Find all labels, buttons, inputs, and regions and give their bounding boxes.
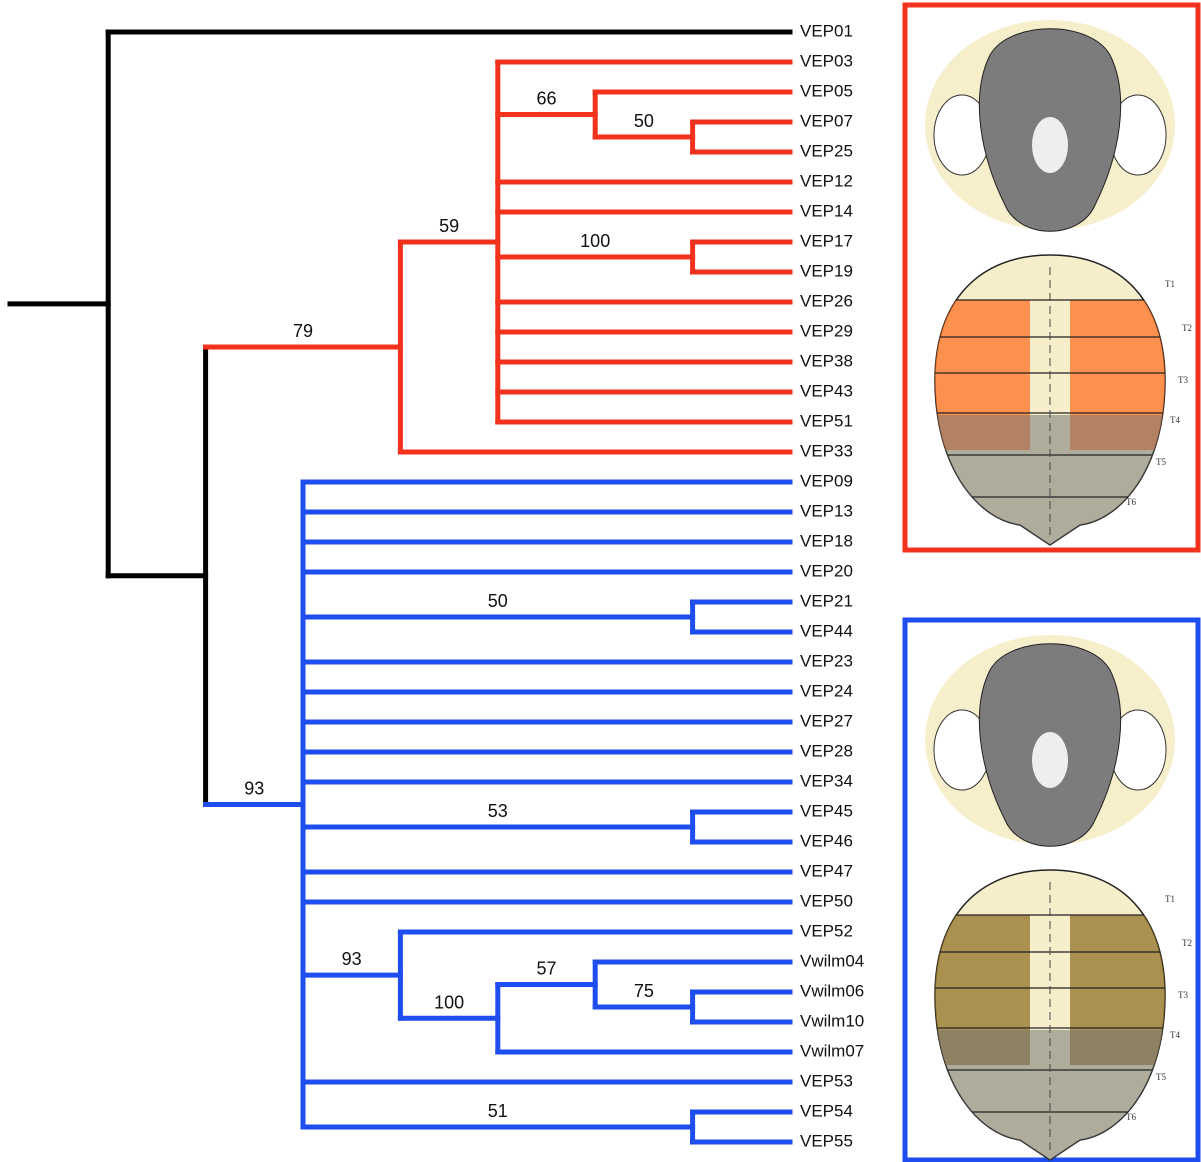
taxon-label: VEP20 bbox=[800, 561, 853, 580]
segment-label: T2 bbox=[1182, 323, 1192, 333]
scutum-spot bbox=[1032, 732, 1068, 788]
support-value: 93 bbox=[342, 949, 362, 969]
bee-figure: T1 T2 T3 T4 T5 T6 bbox=[905, 5, 1198, 550]
segment-label: T4 bbox=[1170, 1030, 1180, 1040]
support-value: 59 bbox=[439, 216, 459, 236]
support-value: 100 bbox=[434, 992, 464, 1012]
segment-label: T2 bbox=[1182, 938, 1192, 948]
taxon-label: VEP45 bbox=[800, 801, 853, 820]
taxon-label: VEP19 bbox=[800, 261, 853, 280]
taxon-label: VEP52 bbox=[800, 921, 853, 940]
taxon-label: Vwilm06 bbox=[800, 981, 864, 1000]
segment-label: T1 bbox=[1165, 279, 1175, 289]
taxon-label: VEP38 bbox=[800, 351, 853, 370]
taxon-label: VEP13 bbox=[800, 501, 853, 520]
tree: VEP01 79 59 VEP03 66 VEP05 50 VEP07 VEP25 VEP12 VE… bbox=[10, 21, 864, 1150]
taxon-label: Vwilm07 bbox=[800, 1041, 864, 1060]
taxon-label: VEP07 bbox=[800, 111, 853, 130]
segment-label: T3 bbox=[1178, 990, 1188, 1000]
taxon-label: VEP55 bbox=[800, 1131, 853, 1150]
taxon-label: VEP29 bbox=[800, 321, 853, 340]
segment-label: T6 bbox=[1126, 497, 1136, 507]
taxon-label: VEP18 bbox=[800, 531, 853, 550]
taxon-label: VEP05 bbox=[800, 81, 853, 100]
figures: T1 T2 T3 T4 T5 T6 T1 T2 T3 T4 T5 T6 bbox=[905, 5, 1198, 1160]
taxon-label: VEP54 bbox=[800, 1101, 853, 1120]
segment-label: T4 bbox=[1170, 415, 1180, 425]
support-value: 66 bbox=[536, 89, 556, 109]
taxon-label: VEP03 bbox=[800, 51, 853, 70]
taxon-label: VEP53 bbox=[800, 1071, 853, 1090]
taxon-label: VEP28 bbox=[800, 741, 853, 760]
support-value: 53 bbox=[488, 801, 508, 821]
taxon-label: VEP51 bbox=[800, 411, 853, 430]
segment-label: T5 bbox=[1156, 457, 1166, 467]
segment-label: T5 bbox=[1156, 1072, 1166, 1082]
taxon-label: VEP46 bbox=[800, 831, 853, 850]
support-value: 100 bbox=[580, 231, 610, 251]
segment-label: T1 bbox=[1165, 894, 1175, 904]
phylogeny-figure: VEP01 79 59 VEP03 66 VEP05 50 VEP07 VEP25 VEP12 VE… bbox=[0, 0, 1201, 1162]
support-value: 75 bbox=[634, 981, 654, 1001]
taxon-label: VEP44 bbox=[800, 621, 853, 640]
taxon-label: VEP47 bbox=[800, 861, 853, 880]
taxon-label: VEP50 bbox=[800, 891, 853, 910]
taxon-label: VEP23 bbox=[800, 651, 853, 670]
taxon-label: VEP01 bbox=[800, 21, 853, 40]
taxon-label: Vwilm10 bbox=[800, 1011, 864, 1030]
taxon-label: VEP34 bbox=[800, 771, 853, 790]
support-value: 57 bbox=[536, 959, 556, 979]
support-value: 93 bbox=[244, 779, 264, 799]
taxon-label: VEP09 bbox=[800, 471, 853, 490]
support-value: 50 bbox=[634, 111, 654, 131]
taxon-label: Vwilm04 bbox=[800, 951, 864, 970]
taxon-label: VEP25 bbox=[800, 141, 853, 160]
bee-figure: T1 T2 T3 T4 T5 T6 bbox=[905, 620, 1198, 1160]
taxon-label: VEP33 bbox=[800, 441, 853, 460]
support-value: 79 bbox=[293, 321, 313, 341]
taxon-label: VEP14 bbox=[800, 201, 853, 220]
taxon-label: VEP17 bbox=[800, 231, 853, 250]
taxon-label: VEP24 bbox=[800, 681, 853, 700]
segment-label: T6 bbox=[1126, 1112, 1136, 1122]
support-value: 50 bbox=[488, 591, 508, 611]
taxon-label: VEP26 bbox=[800, 291, 853, 310]
taxon-label: VEP43 bbox=[800, 381, 853, 400]
taxon-label: VEP27 bbox=[800, 711, 853, 730]
support-value: 51 bbox=[488, 1101, 508, 1121]
taxon-label: VEP12 bbox=[800, 171, 853, 190]
segment-label: T3 bbox=[1178, 375, 1188, 385]
scutum-spot bbox=[1032, 117, 1068, 173]
taxon-label: VEP21 bbox=[800, 591, 853, 610]
